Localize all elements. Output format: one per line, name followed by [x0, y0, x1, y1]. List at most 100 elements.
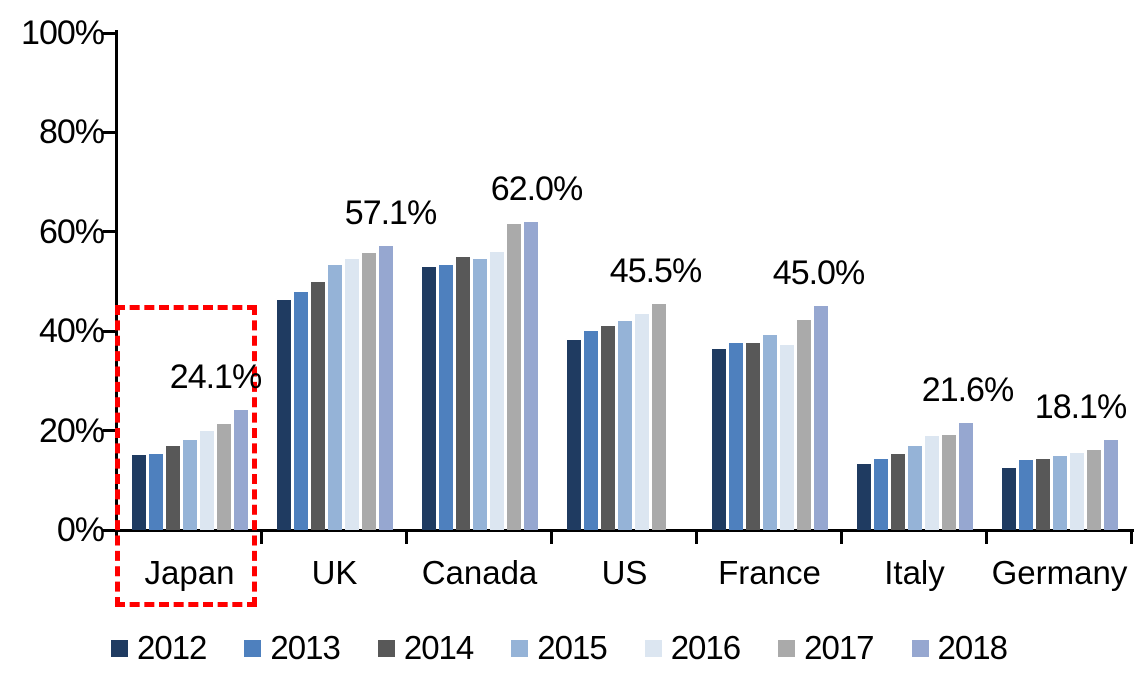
bar-france-2017 — [796, 319, 811, 530]
legend: 2012 2013 2014 2015 2016 2017 2018 — [111, 629, 1008, 667]
value-label-japan: 24.1% — [169, 358, 262, 397]
value-label-italy: 21.6% — [921, 370, 1014, 409]
legend-label-2015: 2015 — [537, 629, 607, 666]
x-tick — [1130, 532, 1133, 544]
category-label-us: US — [601, 554, 648, 591]
legend-swatch-2013 — [244, 639, 262, 657]
legend-label-2013: 2013 — [270, 629, 340, 666]
legend-item-2015: 2015 — [511, 629, 608, 666]
bar-japan-2016 — [199, 430, 214, 530]
y-axis-label: 60% — [38, 212, 105, 251]
y-tick-60% — [103, 230, 117, 234]
bars-row — [566, 303, 683, 530]
bar-germany-2016 — [1069, 453, 1084, 530]
legend-swatch-2017 — [778, 639, 796, 657]
bar-us-2017 — [651, 303, 666, 530]
y-tick-80% — [103, 130, 117, 134]
bar-italy-2016 — [924, 435, 939, 530]
bar-us-2012 — [566, 339, 581, 530]
bars-row — [711, 306, 828, 530]
bar-uk-2016 — [344, 259, 359, 530]
y-axis-label: 20% — [38, 411, 105, 450]
value-label-uk: 57.1% — [344, 194, 437, 233]
legend-label-2014: 2014 — [403, 629, 474, 666]
y-axis-label: 0% — [56, 511, 105, 549]
bar-group-us: 45.5% US — [552, 33, 702, 590]
y-tick-40% — [103, 329, 117, 333]
category-label-japan: Japan — [144, 554, 235, 591]
legend-item-2014: 2014 — [377, 629, 474, 666]
bar-germany-2012 — [1001, 467, 1016, 530]
bar-canada-2013 — [438, 264, 453, 530]
bar-canada-2012 — [421, 266, 436, 530]
bar-italy-2014 — [890, 454, 905, 530]
bar-germany-2018 — [1103, 440, 1118, 530]
y-axis-label: 100% — [21, 14, 105, 52]
x-tick — [550, 532, 553, 544]
bar-us-2016 — [634, 313, 649, 530]
legend-label-2017: 2017 — [804, 629, 874, 666]
x-tick — [840, 532, 843, 544]
bar-japan-2015 — [182, 439, 197, 530]
bar-france-2013 — [728, 343, 743, 530]
bar-italy-2015 — [907, 446, 922, 530]
bar-japan-2012 — [131, 454, 146, 530]
bars-row — [421, 221, 538, 530]
bar-canada-2015 — [472, 258, 487, 530]
y-tick-20% — [103, 429, 117, 433]
bars-row — [276, 246, 393, 530]
bar-us-2013 — [583, 331, 598, 530]
bar-group-uk: 57.1% UK — [262, 33, 437, 590]
bar-japan-2013 — [148, 453, 163, 530]
bar-germany-2014 — [1035, 458, 1050, 530]
bar-canada-2017 — [506, 224, 521, 530]
value-label-germany: 18.1% — [1034, 388, 1127, 427]
bar-uk-2017 — [361, 252, 376, 530]
bar-uk-2014 — [310, 281, 325, 530]
y-axis-label: 40% — [38, 312, 105, 351]
bar-canada-2018 — [523, 221, 538, 530]
bar-italy-2017 — [941, 434, 956, 530]
legend-label-2018: 2018 — [937, 629, 1008, 666]
legend-item-2018: 2018 — [911, 629, 1008, 666]
legend-swatch-2014 — [377, 639, 395, 657]
category-label-uk: UK — [311, 554, 358, 591]
bar-group-italy: 21.6% Italy — [842, 33, 1014, 590]
bars-row — [131, 410, 248, 530]
legend-swatch-2012 — [111, 639, 128, 657]
bar-france-2015 — [762, 335, 777, 530]
legend-swatch-2016 — [644, 639, 662, 657]
bar-italy-2013 — [873, 459, 888, 530]
plot-area: 24.1% Japan 57.1% UK 62.0% Canada 45.5% US 45.0%… — [115, 33, 1132, 607]
legend-item-2017: 2017 — [778, 629, 875, 666]
bar-group-canada: 62.0% Canada — [407, 33, 583, 590]
x-tick — [405, 532, 408, 544]
bar-france-2018 — [813, 306, 828, 530]
y-tick-0% — [103, 528, 117, 532]
bar-uk-2012 — [276, 299, 291, 530]
legend-label-2012: 2012 — [137, 629, 207, 666]
legend-item-2012: 2012 — [111, 629, 207, 666]
bar-us-2015 — [617, 321, 632, 530]
bar-uk-2018 — [378, 246, 393, 530]
x-tick — [260, 532, 263, 544]
x-axis-line — [115, 529, 1134, 532]
bar-japan-2014 — [165, 446, 180, 530]
bar-france-2012 — [711, 348, 726, 530]
x-tick — [695, 532, 698, 544]
bars-row — [856, 422, 973, 530]
bar-us-2014 — [600, 326, 615, 530]
bar-group-france: 45.0% France — [697, 33, 865, 590]
bar-canada-2014 — [455, 257, 470, 530]
bar-japan-2017 — [216, 424, 231, 530]
value-label-france: 45.0% — [772, 254, 865, 293]
legend-swatch-2018 — [911, 639, 929, 657]
bar-canada-2016 — [489, 251, 504, 530]
x-tick — [985, 532, 988, 544]
category-label-germany: Germany — [991, 554, 1128, 591]
x-tick — [115, 532, 118, 544]
y-axis-label: 80% — [38, 113, 105, 152]
bar-group-japan: 24.1% Japan — [115, 33, 262, 607]
bar-italy-2012 — [856, 463, 871, 530]
